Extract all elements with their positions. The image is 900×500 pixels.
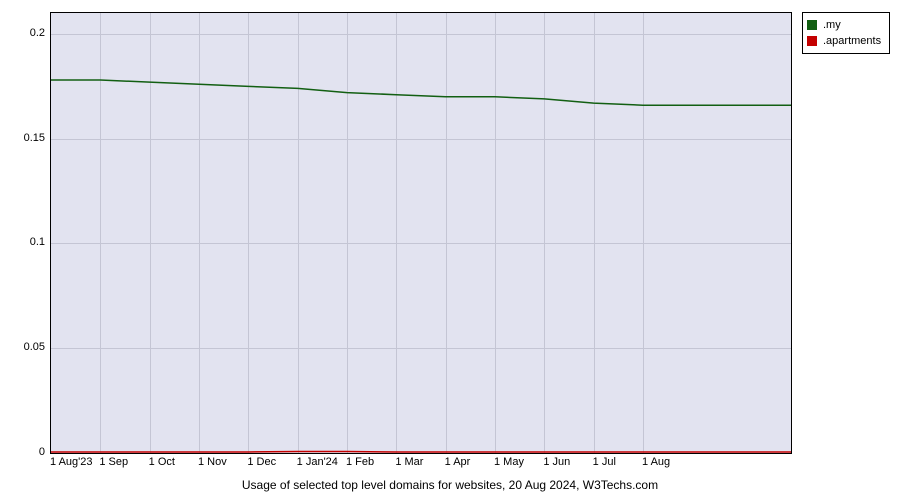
y-tick-label: 0 bbox=[10, 446, 45, 458]
x-tick-label: 1 Nov bbox=[198, 456, 227, 468]
y-tick-label: 0.05 bbox=[10, 341, 45, 353]
legend-swatch-icon bbox=[807, 36, 817, 46]
x-tick-label: 1 Sep bbox=[99, 456, 128, 468]
chart-container: .my.apartments Usage of selected top lev… bbox=[0, 0, 900, 500]
legend-box: .my.apartments bbox=[802, 12, 890, 54]
x-tick-label: 1 Dec bbox=[247, 456, 276, 468]
legend-label: .apartments bbox=[823, 33, 881, 49]
y-tick-label: 0.2 bbox=[10, 27, 45, 39]
series-lines bbox=[51, 13, 791, 453]
x-tick-label: 1 Jun bbox=[543, 456, 570, 468]
y-tick-label: 0.15 bbox=[10, 132, 45, 144]
legend-item: .apartments bbox=[807, 33, 881, 49]
chart-caption: Usage of selected top level domains for … bbox=[0, 478, 900, 492]
x-tick-label: 1 Jan'24 bbox=[297, 456, 338, 468]
legend-swatch-icon bbox=[807, 20, 817, 30]
x-tick-label: 1 Apr bbox=[445, 456, 471, 468]
series-line bbox=[51, 80, 791, 105]
y-tick-label: 0.1 bbox=[10, 236, 45, 248]
x-tick-label: 1 Feb bbox=[346, 456, 374, 468]
x-tick-label: 1 Oct bbox=[149, 456, 175, 468]
x-tick-label: 1 May bbox=[494, 456, 524, 468]
x-tick-label: 1 Mar bbox=[395, 456, 423, 468]
x-tick-label: 1 Aug bbox=[642, 456, 670, 468]
x-tick-label: 1 Jul bbox=[593, 456, 616, 468]
legend-label: .my bbox=[823, 17, 841, 33]
legend-item: .my bbox=[807, 17, 881, 33]
plot-area bbox=[50, 12, 792, 454]
x-tick-label: 1 Aug'23 bbox=[50, 456, 92, 468]
